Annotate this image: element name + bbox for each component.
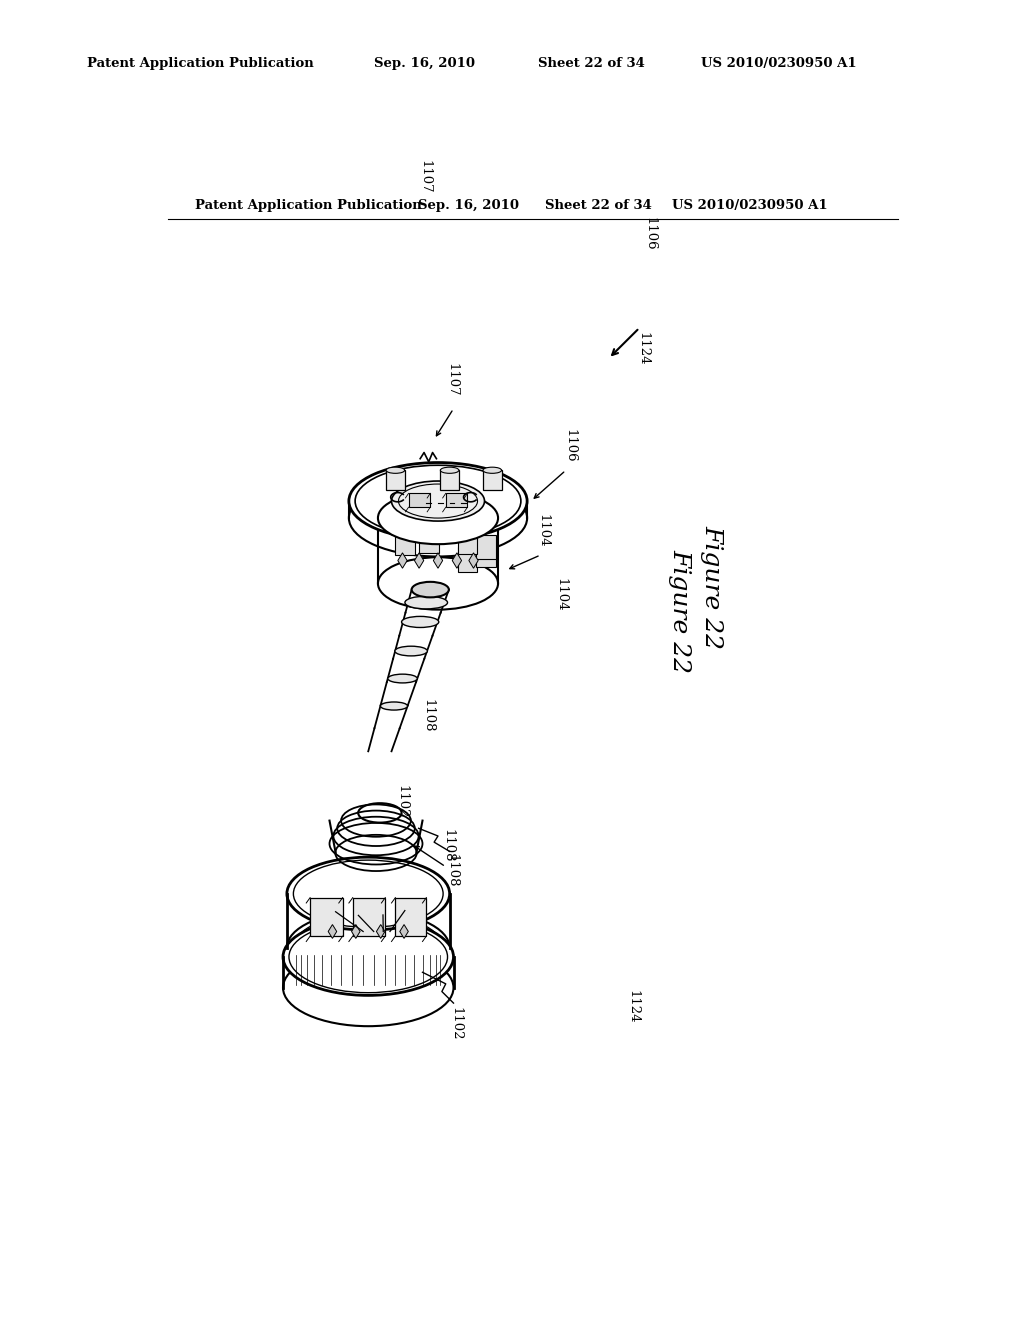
- Ellipse shape: [395, 647, 427, 656]
- Ellipse shape: [412, 582, 449, 598]
- Polygon shape: [377, 924, 385, 939]
- Polygon shape: [328, 924, 337, 939]
- FancyBboxPatch shape: [458, 529, 477, 554]
- FancyBboxPatch shape: [483, 470, 502, 490]
- Text: 1108: 1108: [445, 854, 459, 887]
- FancyBboxPatch shape: [409, 494, 430, 507]
- Text: Sep. 16, 2010: Sep. 16, 2010: [418, 199, 519, 213]
- Polygon shape: [399, 924, 409, 939]
- Ellipse shape: [287, 857, 450, 931]
- FancyBboxPatch shape: [395, 898, 426, 936]
- FancyBboxPatch shape: [476, 543, 496, 566]
- FancyBboxPatch shape: [458, 546, 477, 572]
- Text: Sep. 16, 2010: Sep. 16, 2010: [374, 57, 475, 70]
- Polygon shape: [351, 924, 360, 939]
- Text: 1108: 1108: [441, 829, 455, 863]
- Text: 1108: 1108: [422, 700, 434, 733]
- Text: 1104: 1104: [537, 513, 550, 548]
- Text: US 2010/0230950 A1: US 2010/0230950 A1: [672, 199, 827, 213]
- FancyBboxPatch shape: [395, 531, 415, 554]
- Ellipse shape: [386, 467, 404, 474]
- Ellipse shape: [358, 803, 401, 822]
- Polygon shape: [398, 553, 408, 568]
- Polygon shape: [415, 553, 424, 568]
- Polygon shape: [433, 553, 442, 568]
- Text: Patent Application Publication: Patent Application Publication: [87, 57, 313, 70]
- Ellipse shape: [388, 675, 417, 682]
- Text: 1104: 1104: [555, 578, 567, 611]
- Text: 1102: 1102: [450, 1007, 462, 1040]
- Polygon shape: [469, 553, 478, 568]
- Text: 1124: 1124: [637, 331, 650, 366]
- Ellipse shape: [381, 702, 408, 710]
- FancyBboxPatch shape: [310, 898, 343, 936]
- FancyBboxPatch shape: [440, 470, 459, 490]
- Ellipse shape: [483, 467, 502, 474]
- FancyBboxPatch shape: [386, 470, 404, 490]
- Text: Sheet 22 of 34: Sheet 22 of 34: [545, 199, 651, 213]
- Polygon shape: [453, 553, 462, 568]
- Ellipse shape: [349, 462, 527, 540]
- Ellipse shape: [391, 480, 484, 521]
- Ellipse shape: [440, 467, 459, 474]
- Text: Figure 22: Figure 22: [700, 525, 723, 649]
- FancyBboxPatch shape: [445, 494, 467, 507]
- Text: US 2010/0230950 A1: US 2010/0230950 A1: [701, 57, 857, 70]
- FancyBboxPatch shape: [352, 898, 385, 936]
- Ellipse shape: [378, 492, 498, 544]
- Ellipse shape: [283, 919, 454, 995]
- FancyBboxPatch shape: [420, 528, 439, 553]
- Text: Sheet 22 of 34: Sheet 22 of 34: [538, 57, 644, 70]
- Text: 1124: 1124: [627, 990, 639, 1023]
- Text: Patent Application Publication: Patent Application Publication: [196, 199, 422, 213]
- FancyBboxPatch shape: [476, 535, 496, 560]
- Text: Figure 22: Figure 22: [668, 549, 691, 673]
- Text: 1106: 1106: [563, 429, 577, 462]
- Text: 1107: 1107: [445, 363, 459, 397]
- Text: 1106: 1106: [644, 218, 656, 251]
- Text: 1102: 1102: [396, 785, 409, 818]
- Ellipse shape: [401, 616, 438, 627]
- Text: 1107: 1107: [419, 161, 431, 194]
- Ellipse shape: [404, 597, 447, 609]
